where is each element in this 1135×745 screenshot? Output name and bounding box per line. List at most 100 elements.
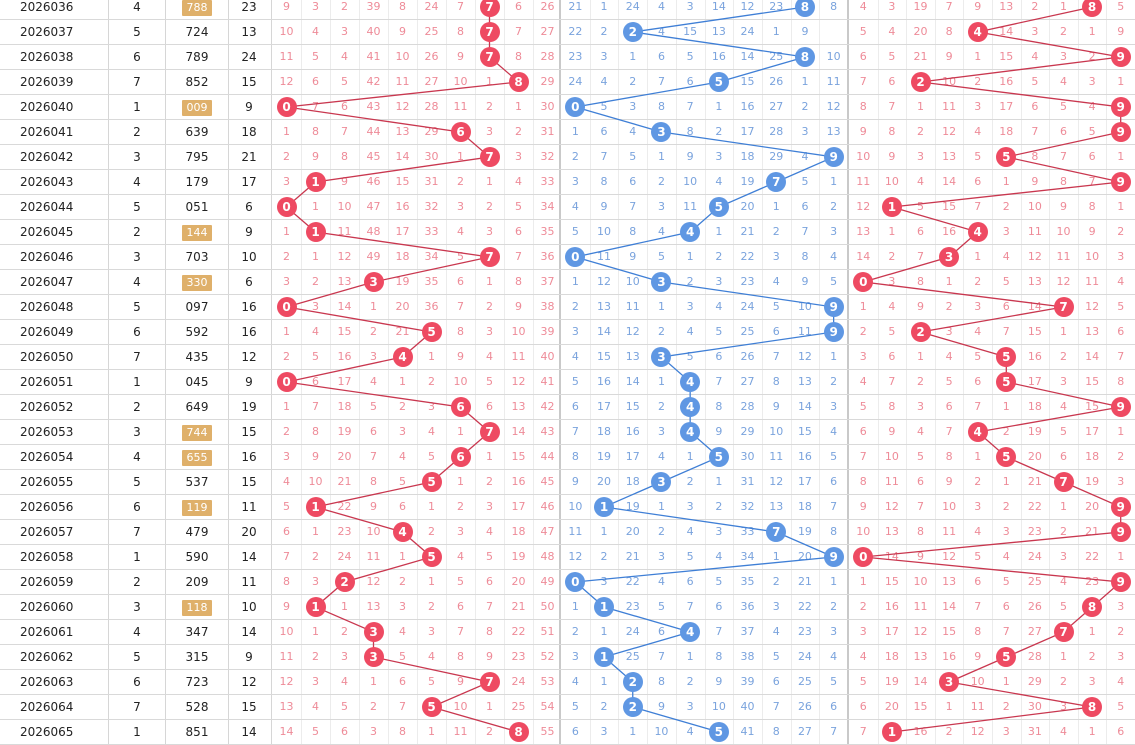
miss-count-cell: 1 — [974, 250, 982, 263]
miss-count-cell: 9 — [312, 450, 319, 463]
miss-count-cell: 1 — [974, 450, 982, 463]
miss-count-cell: 45 — [540, 475, 555, 488]
table-row: 2026065 1 851 14 14 5 6 3 8 1 11 2 55 6 3 1 10 4 41 8 27 7 7 16… — [0, 720, 1135, 745]
miss-count-cell: 17 — [337, 375, 352, 388]
table-row: 2026061 4 347 14 10 1 2 4 3 7 8 22 51 2 1 24 6 7 37 4 23 3 3 17… — [0, 620, 1135, 645]
miss-count-cell: 3 — [1117, 250, 1125, 263]
draw-number-cell: 209 — [185, 575, 209, 589]
miss-count-cell: 11 — [511, 350, 526, 363]
miss-count-cell: 9 — [888, 425, 896, 438]
miss-count-cell: 6 — [600, 125, 608, 138]
miss-count-cell: 17 — [1085, 425, 1100, 438]
group-cell: 7 — [133, 75, 141, 89]
miss-count-cell: 18 — [337, 400, 352, 413]
row-divider — [0, 619, 1135, 620]
miss-count-cell: 6 — [515, 0, 522, 13]
miss-count-cell: 16 — [999, 75, 1014, 88]
miss-count-cell: 11 — [1056, 250, 1071, 263]
miss-count-cell: 26 — [769, 75, 784, 88]
miss-count-cell: 24 — [740, 300, 755, 313]
miss-count-cell: 6 — [1059, 125, 1067, 138]
miss-count-cell: 2 — [399, 575, 406, 588]
miss-count-cell: 9 — [399, 25, 406, 38]
miss-count-cell: 3 — [428, 400, 435, 413]
miss-count-cell: 8 — [859, 100, 867, 113]
miss-count-cell: 1 — [457, 150, 464, 163]
miss-count-cell: 7 — [457, 625, 464, 638]
miss-count-cell: 6 — [341, 725, 348, 738]
row-divider — [0, 219, 1135, 220]
miss-count-cell: 7 — [888, 375, 896, 388]
hit-digit-ball: 3 — [363, 647, 384, 667]
miss-count-cell: 3 — [283, 175, 290, 188]
miss-count-cell: 11 — [797, 325, 812, 338]
miss-count-cell: 9 — [571, 475, 579, 488]
table-row: 2026062 5 315 9 11 2 3 5 4 8 9 23 52 3 25 7 1 8 38 5 24 4 4 18 1… — [0, 645, 1135, 670]
miss-count-cell: 11 — [597, 250, 612, 263]
miss-count-cell: 5 — [312, 350, 319, 363]
miss-count-cell: 4 — [515, 175, 522, 188]
miss-count-cell: 24 — [1027, 550, 1042, 563]
miss-count-cell: 9 — [974, 650, 982, 663]
sum-cell: 24 — [241, 50, 257, 64]
miss-count-cell: 7 — [945, 0, 953, 13]
miss-count-cell: 6 — [399, 675, 406, 688]
miss-count-cell: 14 — [884, 550, 899, 563]
miss-count-cell: 34 — [540, 200, 555, 213]
miss-count-cell: 8 — [830, 0, 838, 13]
miss-count-cell: 8 — [399, 0, 406, 13]
miss-count-cell: 2 — [945, 300, 953, 313]
miss-count-cell: 2 — [370, 700, 377, 713]
miss-count-cell: 8 — [283, 575, 290, 588]
miss-count-cell: 6 — [888, 350, 896, 363]
hit-digit-ball: 3 — [939, 672, 960, 692]
miss-count-cell: 2 — [1059, 350, 1067, 363]
miss-count-cell: 2 — [571, 625, 579, 638]
miss-count-cell: 10 — [366, 525, 381, 538]
miss-count-cell: 4 — [399, 625, 406, 638]
hit-digit-ball: 7 — [1053, 297, 1074, 317]
miss-count-cell: 5 — [859, 675, 867, 688]
miss-count-cell: 18 — [395, 250, 410, 263]
miss-count-cell: 30 — [540, 100, 555, 113]
hit-digit-ball: 3 — [363, 622, 384, 642]
miss-count-cell: 2 — [457, 500, 464, 513]
miss-count-cell: 15 — [884, 575, 899, 588]
table-row: 2026044 5 051 6 1 10 47 16 32 3 2 5 34 4 9 7 3 11 20 1 6 2 12 5… — [0, 195, 1135, 220]
miss-count-cell: 11 — [1027, 225, 1042, 238]
hit-digit-ball: 4 — [680, 372, 701, 392]
hit-digit-ball: 5 — [708, 722, 729, 742]
miss-count-cell: 23 — [769, 0, 784, 13]
miss-count-cell: 18 — [797, 500, 812, 513]
draw-number-cell: 592 — [185, 325, 209, 339]
miss-count-cell: 8 — [629, 225, 637, 238]
miss-count-cell: 1 — [1002, 475, 1010, 488]
miss-count-cell: 8 — [1088, 200, 1096, 213]
group-cell: 3 — [133, 600, 141, 614]
miss-count-cell: 2 — [341, 0, 348, 13]
miss-count-cell: 7 — [888, 100, 896, 113]
miss-count-cell: 2 — [772, 225, 780, 238]
miss-count-cell: 12 — [337, 250, 352, 263]
miss-count-cell: 22 — [1027, 500, 1042, 513]
miss-count-cell: 16 — [1027, 350, 1042, 363]
miss-count-cell: 4 — [1002, 550, 1010, 563]
miss-count-cell: 7 — [370, 450, 377, 463]
miss-count-cell: 5 — [428, 450, 435, 463]
miss-count-cell: 9 — [486, 650, 493, 663]
miss-count-cell: 7 — [859, 75, 867, 88]
miss-count-cell: 42 — [540, 400, 555, 413]
row-divider — [0, 669, 1135, 670]
miss-count-cell: 9 — [974, 0, 982, 13]
draw-number-cell: 788 — [166, 0, 228, 19]
issue-cell: 2026040 — [20, 100, 74, 114]
miss-count-cell: 7 — [916, 250, 924, 263]
miss-count-cell: 1 — [1088, 625, 1096, 638]
miss-count-cell: 5 — [1031, 75, 1039, 88]
miss-count-cell: 12 — [913, 625, 928, 638]
miss-count-cell: 11 — [942, 100, 957, 113]
miss-count-cell: 54 — [540, 700, 555, 713]
miss-count-cell: 10 — [1085, 250, 1100, 263]
sum-cell: 15 — [241, 425, 257, 439]
miss-count-cell: 22 — [797, 600, 812, 613]
